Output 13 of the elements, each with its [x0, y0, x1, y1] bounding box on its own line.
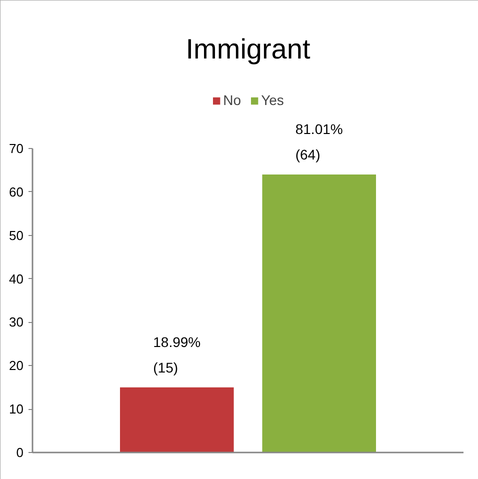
data-label: 81.01% (64) — [295, 120, 343, 163]
y-tick-label: 70 — [9, 141, 24, 156]
y-tick-label: 40 — [9, 271, 24, 286]
y-tick-label: 50 — [9, 228, 24, 243]
data-label: 18.99% (15) — [153, 334, 201, 376]
y-tick-label: 0 — [16, 445, 24, 460]
legend-label: Yes — [261, 92, 284, 108]
y-tick-label: 60 — [9, 184, 24, 200]
y-tick-label: 10 — [9, 402, 24, 417]
legend-label: No — [223, 92, 242, 108]
chart-title: Immigrant — [186, 34, 310, 64]
y-tick-label: 20 — [9, 358, 24, 374]
y-tick-label: 30 — [9, 314, 24, 330]
